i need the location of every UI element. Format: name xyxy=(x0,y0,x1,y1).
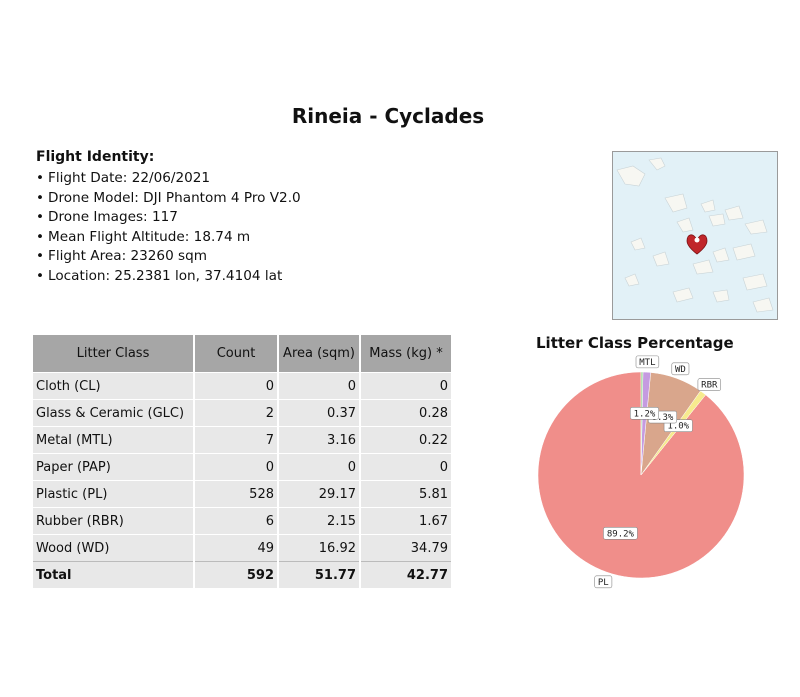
cell-area: 0 xyxy=(278,453,361,481)
litter-table: Litter Class Count Area (sqm) Mass (kg) … xyxy=(33,335,451,588)
drone-model: Drone Model: DJI Phantom 4 Pro V2.0 xyxy=(36,189,301,209)
header-area: Area (sqm) xyxy=(278,335,361,373)
pie-chart: PL 89.2% RBR 1.0% WD 8.3% MTL 1.2% xyxy=(537,355,745,589)
cell-area: 3.16 xyxy=(278,426,361,454)
cell-count: 2 xyxy=(194,399,279,427)
map-image xyxy=(613,152,777,319)
cell-class: Plastic (PL) xyxy=(33,480,195,508)
svg-text:MTL: MTL xyxy=(639,358,655,368)
location-marker-icon xyxy=(686,234,708,255)
cell-count: 0 xyxy=(194,372,279,400)
cell-count: 0 xyxy=(194,453,279,481)
cell-mass: 0 xyxy=(360,372,451,400)
cell-class: Cloth (CL) xyxy=(33,372,195,400)
mean-flight-altitude: Mean Flight Altitude: 18.74 m xyxy=(36,228,301,248)
cell-mass: 0.22 xyxy=(360,426,451,454)
svg-text:89.2%: 89.2% xyxy=(607,529,635,539)
flight-date: Flight Date: 22/06/2021 xyxy=(36,169,301,189)
svg-text:8.3%: 8.3% xyxy=(652,413,674,423)
cell-mass: 1.67 xyxy=(360,507,451,535)
cell-mass: 34.79 xyxy=(360,534,451,562)
table-row: Paper (PAP) 0 0 0 xyxy=(33,453,451,481)
cell-class: Glass & Ceramic (GLC) xyxy=(33,399,195,427)
table-total-row: Total 592 51.77 42.77 xyxy=(33,561,451,588)
page-title: Rineia - Cyclades xyxy=(291,104,485,128)
slice-label-pl: PL xyxy=(594,575,613,589)
table-row: Wood (WD) 49 16.92 34.79 xyxy=(33,534,451,562)
cell-count: 6 xyxy=(194,507,279,535)
drone-images: Drone Images: 117 xyxy=(36,208,301,228)
svg-text:1.2%: 1.2% xyxy=(634,409,656,419)
flight-identity: Flight Identity: Flight Date: 22/06/2021… xyxy=(36,149,301,287)
table-header-row: Litter Class Count Area (sqm) Mass (kg) … xyxy=(33,335,451,373)
slice-pct-mtl: 1.2% xyxy=(629,406,659,420)
total-label: Total xyxy=(33,561,195,588)
slice-label-mtl: MTL xyxy=(635,355,660,369)
header-count: Count xyxy=(194,335,279,373)
slice-label-wd: WD xyxy=(671,362,690,376)
cell-class: Paper (PAP) xyxy=(33,453,195,481)
table-row: Plastic (PL) 528 29.17 5.81 xyxy=(33,480,451,508)
cell-class: Rubber (RBR) xyxy=(33,507,195,535)
cell-area: 0 xyxy=(278,372,361,400)
cell-area: 0.37 xyxy=(278,399,361,427)
pie-slice-other xyxy=(640,371,644,476)
svg-text:1.0%: 1.0% xyxy=(667,422,689,432)
cell-count: 7 xyxy=(194,426,279,454)
total-mass: 42.77 xyxy=(360,561,451,588)
header-mass: Mass (kg) * xyxy=(360,335,451,373)
cell-area: 29.17 xyxy=(278,480,361,508)
cell-area: 2.15 xyxy=(278,507,361,535)
cell-mass: 0 xyxy=(360,453,451,481)
flight-area: Flight Area: 23260 sqm xyxy=(36,247,301,267)
svg-text:WD: WD xyxy=(675,365,686,375)
svg-text:PL: PL xyxy=(598,578,609,588)
location: Location: 25.2381 lon, 37.4104 lat xyxy=(36,267,301,287)
cell-area: 16.92 xyxy=(278,534,361,562)
table-row: Cloth (CL) 0 0 0 xyxy=(33,372,451,400)
svg-text:RBR: RBR xyxy=(701,381,718,391)
slice-pct-pl: 89.2% xyxy=(603,526,638,540)
total-count: 592 xyxy=(194,561,279,588)
flight-identity-list: Flight Date: 22/06/2021 Drone Model: DJI… xyxy=(36,169,301,287)
cell-mass: 5.81 xyxy=(360,480,451,508)
location-map xyxy=(612,151,778,320)
table-row: Rubber (RBR) 6 2.15 1.67 xyxy=(33,507,451,535)
table-row: Glass & Ceramic (GLC) 2 0.37 0.28 xyxy=(33,399,451,427)
slice-label-rbr: RBR xyxy=(697,378,722,391)
header-litter-class: Litter Class xyxy=(33,335,195,373)
flight-identity-heading: Flight Identity: xyxy=(36,149,155,165)
table-row: Metal (MTL) 7 3.16 0.22 xyxy=(33,426,451,454)
cell-count: 49 xyxy=(194,534,279,562)
cell-mass: 0.28 xyxy=(360,399,451,427)
cell-count: 528 xyxy=(194,480,279,508)
total-area: 51.77 xyxy=(278,561,361,588)
chart-title: Litter Class Percentage xyxy=(536,334,734,352)
cell-class: Metal (MTL) xyxy=(33,426,195,454)
cell-class: Wood (WD) xyxy=(33,534,195,562)
